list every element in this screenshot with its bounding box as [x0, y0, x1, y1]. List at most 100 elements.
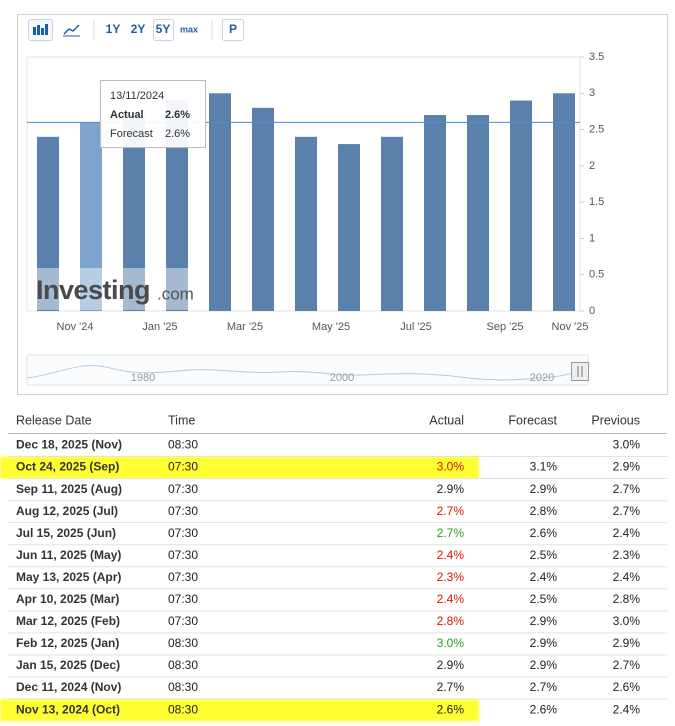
bar — [381, 136, 403, 311]
cell-previous: 2.9% — [613, 636, 641, 650]
column-header: Actual — [429, 413, 464, 427]
cell-previous: 3.0% — [613, 438, 641, 452]
bar — [424, 115, 446, 311]
range-button[interactable]: max — [180, 24, 198, 34]
cell-actual: 3.0% — [437, 460, 465, 474]
cell-time: 07:30 — [168, 526, 198, 540]
cell-previous: 2.7% — [613, 482, 641, 496]
cell-forecast: 2.4% — [530, 570, 558, 584]
column-header: Release Date — [16, 413, 92, 427]
watermark-backdrop — [28, 268, 200, 310]
cell-time: 08:30 — [168, 438, 198, 452]
bar — [123, 115, 145, 311]
bar — [209, 93, 231, 312]
cell-date: Feb 12, 2025 (Jan) — [16, 636, 119, 650]
line-icon-button[interactable] — [59, 19, 84, 41]
y-tick-label: 3 — [589, 87, 595, 99]
tooltip-label: Actual — [110, 109, 144, 121]
cell-time: 07:30 — [168, 482, 198, 496]
cell-previous: 2.4% — [613, 570, 641, 584]
range-button[interactable]: 5Y — [156, 22, 171, 36]
tooltip-box — [100, 80, 206, 148]
cell-time: 08:30 — [168, 658, 198, 672]
bar — [338, 144, 360, 311]
cell-date: Jul 15, 2025 (Jun) — [16, 526, 116, 540]
highlighter-mark — [0, 699, 479, 722]
cell-forecast: 2.9% — [530, 658, 558, 672]
y-tick-label: 0 — [589, 305, 595, 317]
cell-actual: 2.9% — [437, 482, 465, 496]
bar-icon-button[interactable] — [28, 19, 53, 41]
cell-previous: 2.9% — [613, 460, 641, 474]
cell-date: May 13, 2025 (Apr) — [16, 570, 121, 584]
cell-forecast: 2.5% — [530, 548, 558, 562]
cell-previous: 2.4% — [613, 702, 641, 716]
bar — [553, 93, 575, 312]
cell-forecast: 2.7% — [530, 680, 558, 694]
cell-forecast: 3.1% — [530, 460, 558, 474]
cell-time: 08:30 — [168, 680, 198, 694]
bar — [252, 107, 274, 311]
x-tick-label: Sep '25 — [487, 321, 524, 333]
range-button[interactable]: P — [229, 22, 237, 36]
x-tick-label: Mar '25 — [227, 321, 263, 333]
cell-actual: 2.9% — [437, 658, 465, 672]
tooltip-date: 13/11/2024 — [110, 90, 164, 102]
cell-previous: 2.7% — [613, 504, 641, 518]
cell-time: 07:30 — [168, 592, 198, 606]
bar — [467, 115, 489, 311]
cell-time: 07:30 — [168, 570, 198, 584]
cell-actual: 2.7% — [437, 526, 465, 540]
cell-forecast: 2.8% — [530, 504, 558, 518]
x-tick-label: May '25 — [312, 321, 350, 333]
cell-date: Jun 11, 2025 (May) — [16, 548, 121, 562]
cell-actual: 2.7% — [437, 504, 465, 518]
cell-actual: 3.0% — [437, 636, 465, 650]
cell-time: 08:30 — [168, 636, 198, 650]
cell-forecast: 2.9% — [530, 614, 558, 628]
cell-date: Dec 18, 2025 (Nov) — [16, 438, 122, 452]
cell-forecast: 2.5% — [530, 592, 558, 606]
cell-time: 07:30 — [168, 548, 198, 562]
tooltip-value: 2.6% — [165, 109, 190, 121]
bar — [80, 122, 102, 311]
bar — [37, 136, 59, 311]
cell-previous: 2.4% — [613, 526, 641, 540]
bar — [166, 100, 188, 312]
highlighter-mark — [0, 456, 479, 479]
cell-forecast: 2.9% — [530, 636, 558, 650]
y-tick-label: 2 — [589, 160, 595, 172]
cell-previous: 2.6% — [613, 680, 641, 694]
cell-previous: 2.3% — [613, 548, 641, 562]
cell-time: 08:30 — [168, 702, 198, 716]
navigator[interactable] — [26, 354, 589, 386]
bar — [295, 136, 317, 311]
tooltip: 13/11/2024 Actual 2.6% Forecast 2.6% — [100, 80, 206, 148]
cell-actual: 2.4% — [437, 548, 465, 562]
cell-date: Mar 12, 2025 (Feb) — [16, 614, 120, 628]
navigator-year: 2000 — [330, 372, 354, 384]
y-tick-label: 3.5 — [589, 51, 604, 63]
cell-date: Dec 11, 2024 (Nov) — [16, 680, 121, 694]
watermark-suffix: .com — [157, 284, 194, 303]
cell-previous: 3.0% — [613, 614, 641, 628]
x-tick-label: Nov '25 — [552, 321, 589, 333]
navigator-handle[interactable] — [571, 362, 589, 381]
cell-actual: 2.4% — [437, 592, 465, 606]
tooltip-label: Forecast — [110, 128, 153, 140]
cell-date: Nov 13, 2024 (Oct) — [16, 702, 120, 716]
range-button[interactable]: 2Y — [131, 22, 146, 36]
cell-time: 07:30 — [168, 504, 198, 518]
cell-previous: 2.8% — [613, 592, 641, 606]
y-tick-label: 1 — [589, 232, 595, 244]
column-header: Forecast — [508, 413, 557, 427]
tooltip-value: 2.6% — [165, 128, 190, 140]
range-button[interactable]: 1Y — [106, 22, 121, 36]
cell-forecast: 2.9% — [530, 482, 558, 496]
cell-forecast: 2.6% — [530, 526, 558, 540]
column-header: Time — [168, 413, 195, 427]
navigator-year: 2020 — [530, 372, 554, 384]
cell-actual: 2.8% — [437, 614, 465, 628]
